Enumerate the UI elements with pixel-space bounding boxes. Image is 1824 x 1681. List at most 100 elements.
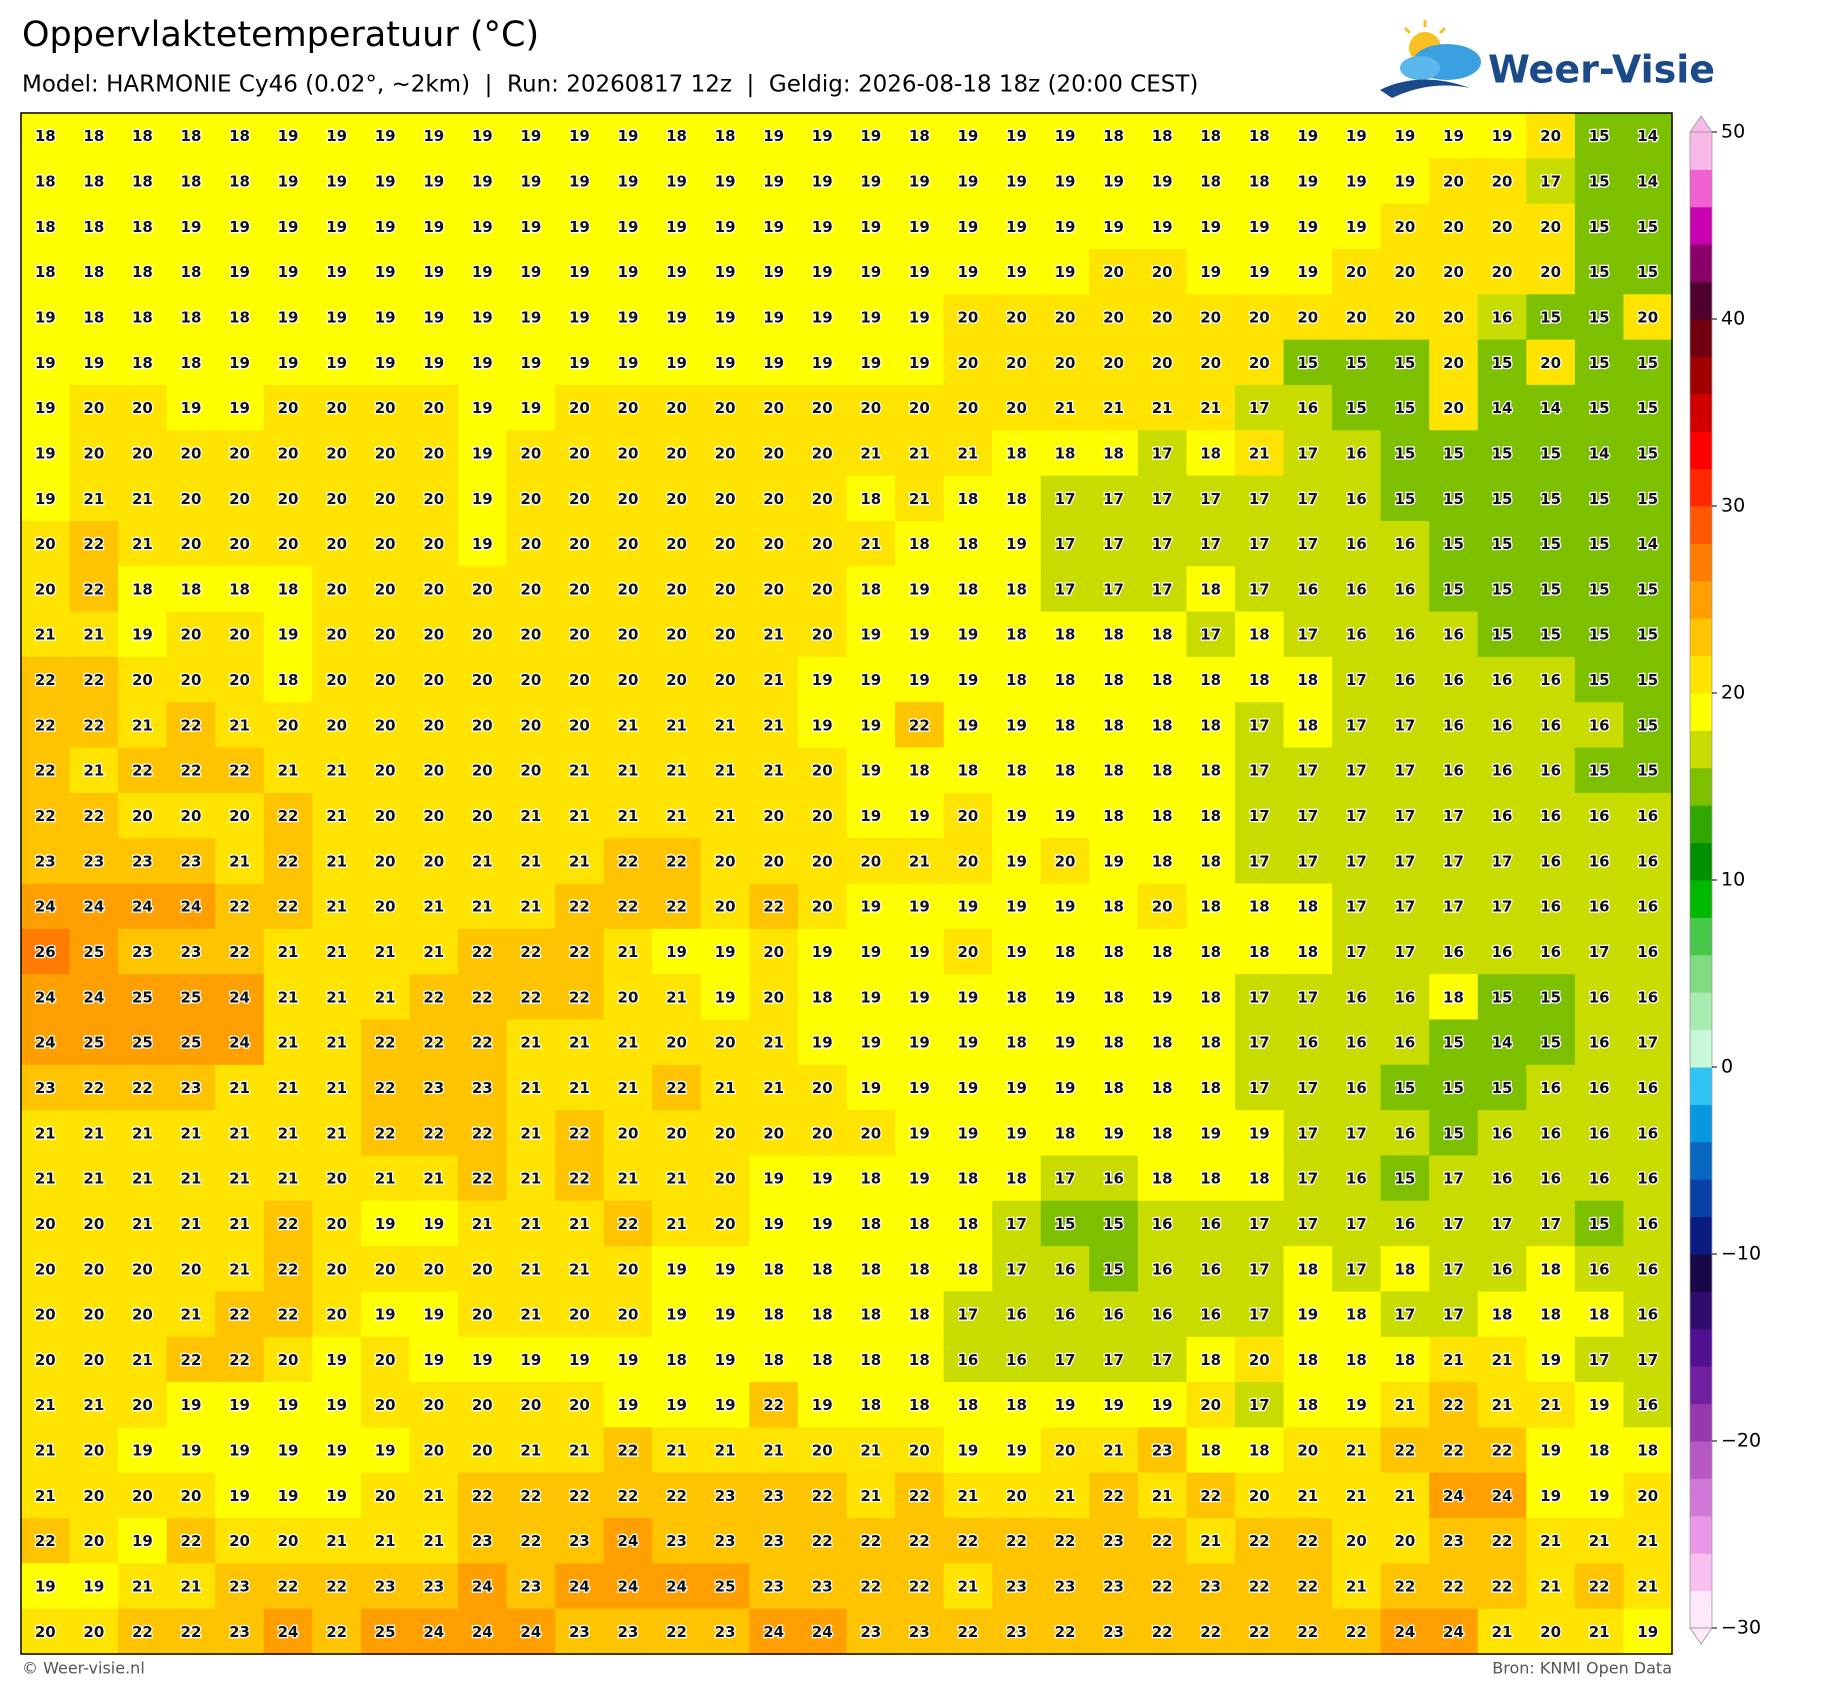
- temperature-cell: [1574, 1110, 1625, 1157]
- temperature-cell: [1283, 1246, 1333, 1293]
- temperature-cell: [1574, 1155, 1625, 1202]
- temperature-cell: [263, 1064, 313, 1111]
- temperature-cell: [943, 294, 993, 341]
- temperature-label: 16: [1540, 1170, 1561, 1188]
- temperature-label: 18: [181, 127, 202, 145]
- temperature-cell: [555, 1472, 605, 1519]
- temperature-label: 17: [1443, 1306, 1464, 1324]
- temperature-cell: [166, 384, 216, 431]
- temperature-cell: [1137, 1608, 1188, 1655]
- temperature-label: 20: [763, 399, 784, 417]
- temperature-label: 23: [569, 1623, 590, 1641]
- temperature-cell: [652, 430, 702, 477]
- temperature-label: 15: [1394, 444, 1415, 462]
- temperature-cell: [603, 430, 653, 477]
- temperature-label: 19: [1103, 218, 1124, 236]
- temperature-cell: [700, 883, 750, 930]
- temperature-label: 17: [1103, 535, 1124, 553]
- temperature-cell: [1234, 1246, 1285, 1293]
- temperature-cell: [895, 611, 945, 658]
- temperature-cell: [1089, 611, 1139, 658]
- temperature-cell: [555, 1064, 605, 1111]
- temperature-cell: [1429, 475, 1479, 522]
- temperature-cell: [1429, 1155, 1479, 1202]
- temperature-label: 20: [326, 1215, 347, 1233]
- temperature-label: 16: [1492, 807, 1513, 825]
- temperature-cell: [652, 838, 702, 885]
- temperature-label: 17: [1492, 1215, 1513, 1233]
- temperature-cell: [506, 1019, 556, 1066]
- temperature-label: 20: [1540, 1623, 1561, 1641]
- temperature-cell: [555, 1336, 605, 1383]
- temperature-cell: [21, 792, 71, 839]
- temperature-cell: [118, 1336, 168, 1383]
- temperature-label: 24: [83, 898, 104, 916]
- temperature-label: 20: [812, 580, 833, 598]
- temperature-label: 19: [957, 716, 978, 734]
- temperature-label: 15: [1443, 1124, 1464, 1142]
- temperature-cell: [1574, 1064, 1625, 1111]
- temperature-cell: [21, 928, 71, 975]
- temperature-cell: [943, 566, 993, 613]
- temperature-cell: [943, 1064, 993, 1111]
- colorbar-segment: [1690, 1403, 1712, 1442]
- temperature-cell: [943, 430, 993, 477]
- temperature-cell: [1477, 928, 1527, 975]
- temperature-cell: [1186, 1382, 1236, 1428]
- temperature-label: 17: [1394, 898, 1415, 916]
- temperature-label: 19: [812, 1215, 833, 1233]
- temperature-cell: [215, 1563, 265, 1610]
- temperature-cell: [1332, 656, 1382, 703]
- temperature-label: 22: [1249, 1578, 1270, 1596]
- temperature-cell: [1089, 248, 1139, 295]
- temperature-cell: [1429, 702, 1479, 749]
- temperature-cell: [1526, 792, 1576, 839]
- temperature-label: 19: [957, 127, 978, 145]
- temperature-cell: [603, 1246, 653, 1293]
- temperature-label: 21: [1540, 1396, 1561, 1414]
- temperature-label: 16: [1297, 399, 1318, 417]
- temperature-cell: [360, 611, 411, 658]
- temperature-cell: [409, 294, 459, 341]
- temperature-label: 22: [1492, 1578, 1513, 1596]
- temperature-label: 19: [909, 898, 930, 916]
- temperature-label: 19: [181, 1396, 202, 1414]
- temperature-label: 17: [1152, 444, 1173, 462]
- temperature-cell: [409, 1110, 459, 1157]
- temperature-cell: [1040, 475, 1090, 522]
- colorbar-segment: [1690, 1366, 1712, 1405]
- temperature-label: 18: [1492, 1306, 1513, 1324]
- logo-text: Weer-Visie: [1488, 48, 1715, 92]
- temperature-label: 19: [181, 399, 202, 417]
- temperature-label: 17: [1152, 1351, 1173, 1369]
- temperature-label: 20: [812, 626, 833, 644]
- temperature-cell: [652, 1064, 702, 1111]
- colorbar-segment: [1690, 1104, 1712, 1143]
- temperature-label: 17: [1346, 943, 1367, 961]
- temperature-label: 18: [1103, 671, 1124, 689]
- temperature-cell: [555, 1382, 605, 1428]
- temperature-label: 18: [909, 535, 930, 553]
- temperature-cell: [1429, 203, 1479, 250]
- temperature-cell: [118, 702, 168, 749]
- temperature-label: 23: [423, 1079, 444, 1097]
- temperature-label: 20: [278, 399, 299, 417]
- temperature-label: 22: [181, 1532, 202, 1550]
- temperature-label: 17: [1249, 535, 1270, 553]
- temperature-label: 22: [326, 1578, 347, 1596]
- temperature-cell: [1526, 1518, 1576, 1564]
- temperature-cell: [1137, 1019, 1188, 1066]
- temperature-cell: [1574, 566, 1625, 613]
- temperature-label: 17: [1346, 762, 1367, 780]
- footer-credit: © Weer-visie.nl: [22, 1659, 145, 1678]
- temperature-label: 22: [1297, 1532, 1318, 1550]
- temperature-label: 18: [812, 1260, 833, 1278]
- temperature-label: 18: [1200, 1034, 1221, 1052]
- temperature-label: 19: [1346, 1396, 1367, 1414]
- temperature-cell: [603, 1427, 653, 1474]
- temperature-label: 18: [1249, 898, 1270, 916]
- temperature-cell: [749, 294, 799, 341]
- temperature-label: 21: [472, 1215, 493, 1233]
- temperature-label: 21: [1249, 444, 1270, 462]
- temperature-cell: [506, 294, 556, 341]
